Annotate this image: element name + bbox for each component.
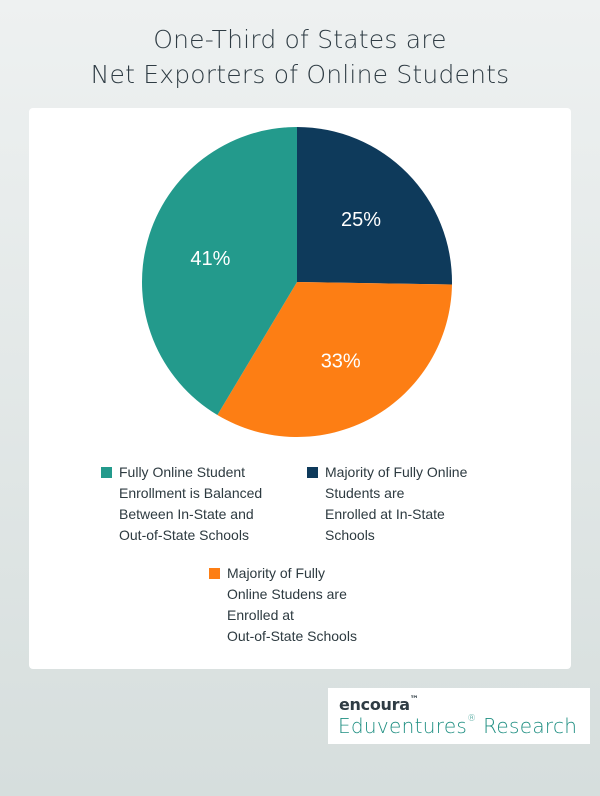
chart-card: 25% 33% 41% Fully Online Student Enrollmen… [29, 108, 571, 669]
legend-item-out-of-state: Majority of Fully Online Studens are Enr… [209, 563, 409, 647]
pie-chart: 25% 33% 41% [142, 127, 452, 437]
legend-label: Fully Online Student Enrollment is Balan… [119, 464, 263, 543]
pie-slice-label-0: 25% [341, 209, 381, 231]
legend-label: Majority of Fully Online Students are En… [325, 464, 468, 543]
pie-slice-label-1: 33% [321, 351, 361, 373]
pie-slice-1 [217, 282, 452, 437]
chart-title-line-2: Net Exporters of Online Students [90, 60, 510, 89]
brand-subtitle: Eduventures® Research [338, 714, 578, 738]
legend-item-balanced: Fully Online Student Enrollment is Balan… [101, 462, 306, 546]
chart-title: One-Third of States are Net Exporters of… [0, 22, 600, 92]
pie-slice-label-2: 41% [190, 248, 230, 270]
pie-slice-0 [297, 127, 452, 285]
chart-title-line-1: One-Third of States are [153, 25, 447, 54]
legend-item-in-state: Majority of Fully Online Students are En… [307, 462, 507, 546]
legend-swatch-orange [209, 568, 220, 579]
legend-swatch-navy [307, 467, 318, 478]
legend-swatch-teal [101, 467, 112, 478]
brand-logo: encoura™ Eduventures® Research [328, 688, 590, 744]
brand-name: encoura™ [339, 695, 419, 714]
legend-label: Majority of Fully Online Studens are Enr… [227, 565, 357, 644]
pie-slice-2 [142, 127, 297, 415]
